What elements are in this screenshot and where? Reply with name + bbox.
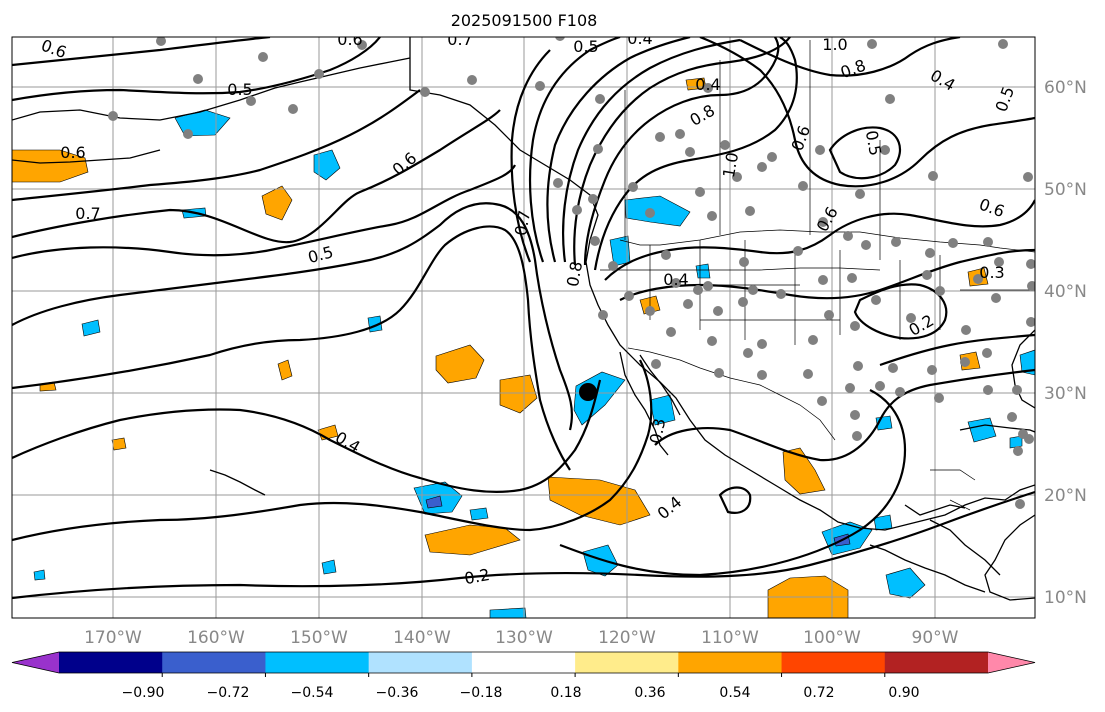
negative-anomaly-area	[33, 569, 46, 581]
lon-label: 110°W	[701, 628, 759, 648]
colorbar-segment	[265, 652, 370, 673]
negative-anomaly-area	[321, 559, 337, 575]
negative-anomaly-area	[582, 544, 619, 577]
lat-label: 50°N	[1044, 180, 1087, 200]
colorbar-tick-labels: −0.90 −0.72 −0.54 −0.36 −0.18 0.18 0.36 …	[122, 685, 920, 701]
contour-label: 0.3	[646, 417, 669, 445]
lon-label: 160°W	[187, 628, 245, 648]
contour-label: 1.0	[719, 151, 742, 179]
negative-anomaly-area	[489, 607, 527, 618]
colorbar-under-arrow	[12, 652, 59, 673]
positive-anomaly-area	[261, 185, 293, 221]
colorbar-outline	[11, 651, 1036, 674]
colorbar-segment	[471, 652, 576, 673]
positive-anomaly-area	[12, 149, 89, 183]
colorbar-segment	[884, 652, 989, 673]
colorbar-segment	[781, 652, 886, 673]
positive-anomaly-area	[782, 447, 826, 495]
colorbar	[11, 651, 1036, 677]
colorbar-tick-label: −0.90	[122, 685, 165, 701]
colorbar-segment	[575, 652, 679, 673]
colorbar-tick-label: −0.36	[376, 685, 419, 701]
positive-anomaly-area	[424, 524, 521, 556]
positive-anomaly-area	[435, 344, 485, 384]
lon-label: 130°W	[495, 628, 553, 648]
colorbar-tick-label: 0.90	[888, 685, 919, 701]
negative-anomaly-area	[624, 195, 691, 227]
contour-label: 0.6	[60, 143, 85, 162]
political-borders	[600, 40, 1035, 511]
lat-label: 30°N	[1044, 384, 1087, 404]
map-title: 2025091500 F108	[451, 11, 598, 30]
contour-label: 0.2	[463, 565, 491, 588]
contour-label: 0.5	[862, 129, 885, 157]
positive-anomaly-area	[547, 476, 651, 526]
positive-anomaly-area	[499, 374, 538, 414]
lon-label: 100°W	[803, 628, 861, 648]
contour-label: 0.6	[337, 30, 362, 49]
lat-label: 10°N	[1044, 588, 1087, 608]
latitude-labels: 60°N 50°N 40°N 30°N 20°N 10°N	[1044, 78, 1087, 608]
colorbar-tick-label: 0.72	[803, 685, 834, 701]
negative-anomaly-area	[1019, 349, 1035, 376]
longitude-labels: 170°W 160°W 150°W 140°W 130°W 120°W 110°…	[84, 628, 959, 648]
colorbar-tick-label: −0.18	[460, 685, 503, 701]
contour-label: 0.7	[447, 30, 472, 49]
contour-label: 0.5	[227, 80, 252, 99]
storm-center-marker	[579, 383, 597, 401]
map-panel: 0.6 0.5 0.7 0.5 0.4 1.0 0.8 0.4 0.5 0.6 …	[12, 29, 1035, 618]
colorbar-tick-label: 0.54	[719, 685, 750, 701]
colorbar-tick-label: 0.36	[634, 685, 665, 701]
contour-label: 0.7	[511, 209, 534, 237]
strong-negative-core	[425, 495, 443, 509]
contour-label: 1.0	[822, 35, 847, 54]
negative-anomaly-area	[81, 319, 101, 337]
lon-label: 150°W	[290, 628, 348, 648]
contour-label: 0.8	[563, 260, 586, 288]
negative-anomaly-area	[313, 149, 341, 181]
lon-label: 140°W	[393, 628, 451, 648]
lon-label: 90°W	[912, 628, 959, 648]
negative-anomaly-area	[649, 394, 676, 426]
lon-label: 120°W	[598, 628, 656, 648]
lat-label: 40°N	[1044, 282, 1087, 302]
map-frame	[11, 36, 1036, 619]
colorbar-tick-label: −0.54	[291, 685, 334, 701]
colorbar-over-arrow	[988, 652, 1035, 673]
lat-label: 60°N	[1044, 78, 1087, 98]
coastlines	[12, 37, 1035, 601]
colorbar-tick-label: −0.72	[207, 685, 250, 701]
lon-label: 170°W	[84, 628, 142, 648]
station-dots	[108, 37, 1035, 509]
contour-label: 0.4	[695, 75, 720, 94]
contour-label: 0.7	[75, 204, 100, 223]
negative-anomaly-area	[695, 263, 711, 279]
positive-anomaly-area	[277, 359, 293, 381]
colorbar-segment	[368, 652, 473, 673]
negative-anomaly-area	[885, 567, 926, 599]
colorbar-tick-label: 0.18	[550, 685, 581, 701]
colorbar-segment	[59, 652, 163, 673]
contour-label: 0.4	[663, 270, 688, 289]
colorbar-segment	[162, 652, 266, 673]
contour-label: 0.4	[627, 29, 652, 48]
positive-anomaly-area	[111, 437, 127, 451]
contour-label: 0.5	[573, 37, 598, 56]
lat-label: 20°N	[1044, 486, 1087, 506]
contour-lines	[12, 37, 1035, 600]
contour-label: 0.3	[979, 263, 1004, 282]
negative-anomaly-area	[967, 417, 997, 443]
negative-anomaly-area	[469, 507, 489, 521]
colorbar-segment	[678, 652, 783, 673]
negative-anomaly-area	[1009, 435, 1023, 449]
